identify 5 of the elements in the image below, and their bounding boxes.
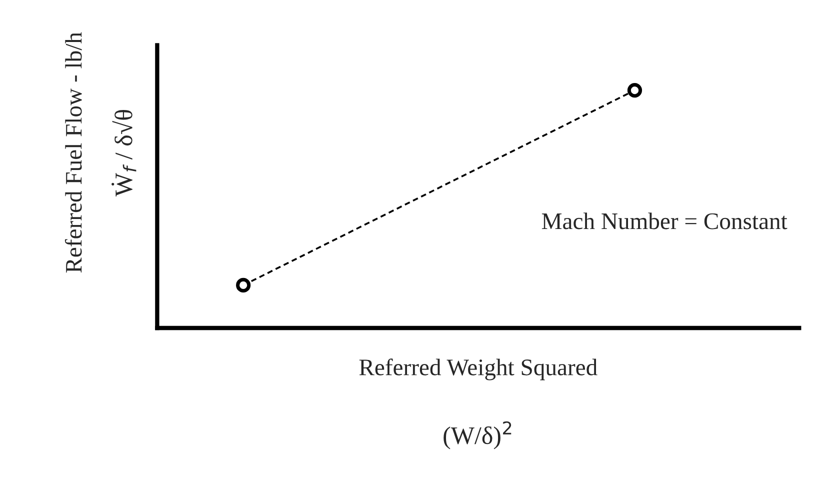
text: (W/δ)$^{2}$: [444, 421, 512, 450]
annotation: Mach Number = Constant: [542, 212, 788, 230]
text: Ẇ$_{f}$ / δ√θ: [112, 110, 136, 196]
y-axis-title: Referred Fuel Flow - lb/h: [64, 32, 82, 273]
x-axis-title: Referred Weight Squared: [359, 358, 598, 380]
